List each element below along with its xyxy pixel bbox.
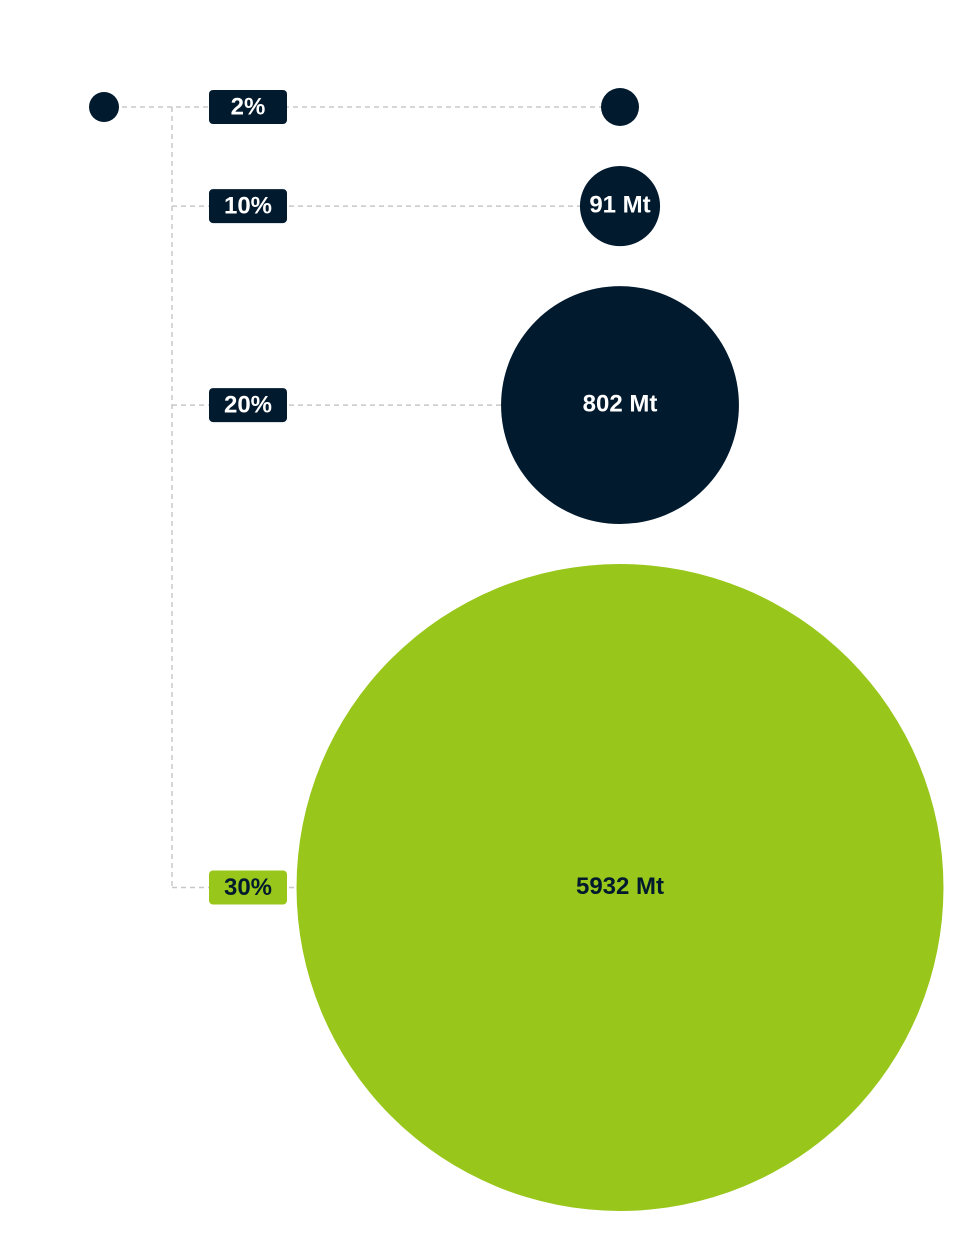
dot [89, 92, 119, 122]
bubble [579, 166, 661, 247]
value-label: 5932 Mt [576, 873, 664, 900]
category-pill [209, 189, 287, 224]
bubble [501, 286, 739, 525]
category-label: 20% [224, 391, 272, 418]
value-label: 91 Mt [589, 191, 650, 218]
category-label: 10% [224, 192, 272, 219]
category-pill [209, 388, 287, 423]
dot [601, 88, 639, 126]
value-label: 802 Mt [583, 390, 658, 417]
category-label: 30% [224, 874, 272, 901]
category-label: 2% [231, 93, 266, 120]
category-pill [209, 90, 287, 124]
bubble [296, 564, 944, 1211]
category-pill [209, 870, 287, 905]
